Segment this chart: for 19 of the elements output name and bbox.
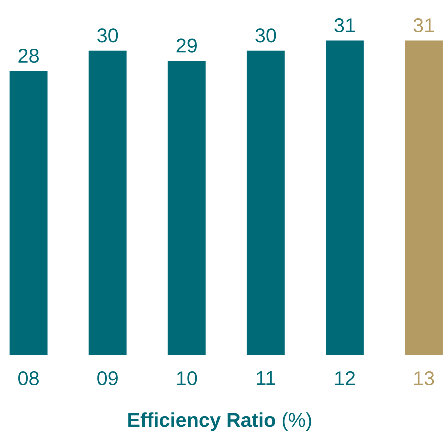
data-label: 31 [334, 18, 356, 33]
bar [326, 40, 364, 356]
data-label: 30 [256, 28, 276, 43]
bar [168, 61, 206, 356]
bar [246, 50, 285, 356]
x-tick-label: 12 [335, 372, 356, 386]
bar [405, 40, 443, 356]
x-tick-label: 10 [177, 372, 198, 386]
data-label: 29 [176, 38, 197, 53]
data-label: 30 [98, 28, 118, 43]
x-tick-label: 08 [18, 372, 39, 386]
x-tick-label: 09 [98, 372, 118, 386]
bar [10, 71, 48, 356]
data-label: 28 [18, 49, 39, 64]
x-tick-label: 13 [414, 372, 434, 386]
x-tick-label: 11 [257, 372, 276, 386]
bar [88, 50, 127, 356]
x-axis-title: Efficiency Ratio (%) [128, 412, 312, 432]
data-label: 31 [414, 18, 434, 33]
